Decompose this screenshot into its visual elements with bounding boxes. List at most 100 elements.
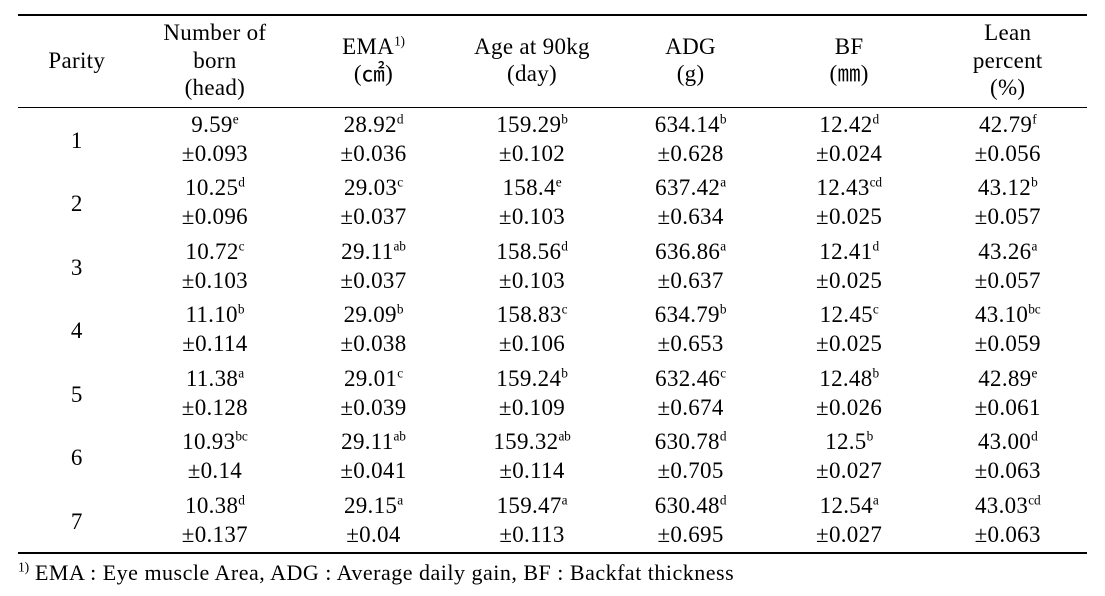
nborn-value: 9.59e bbox=[136, 107, 295, 139]
adg-value-text: 630.48 bbox=[655, 493, 720, 518]
parity-cell: 2 bbox=[18, 171, 136, 235]
col-lean: Lean percent (%) bbox=[928, 15, 1087, 107]
footnote: 1) EMA : Eye muscle Area, ADG : Average … bbox=[18, 554, 1087, 586]
col-lean-l1: Lean bbox=[984, 20, 1031, 45]
ema-value-text: 28.92 bbox=[344, 112, 397, 137]
bf-value-text: 12.43 bbox=[816, 175, 869, 200]
col-nborn-l3: (head) bbox=[185, 75, 246, 100]
adg-sup: a bbox=[720, 175, 726, 190]
ema-value: 28.92d bbox=[294, 107, 453, 139]
ema-sup: b bbox=[397, 302, 403, 317]
nborn-value-text: 10.38 bbox=[185, 493, 238, 518]
bf-error: ±0.027 bbox=[770, 521, 929, 554]
lean-sup: d bbox=[1031, 429, 1037, 444]
adg-error: ±0.653 bbox=[611, 330, 770, 362]
bf-error: ±0.025 bbox=[770, 267, 929, 299]
nborn-error: ±0.114 bbox=[136, 330, 295, 362]
parity-table: Parity Number of born (head) EMA1) (㎠) A… bbox=[18, 14, 1087, 554]
nborn-value-text: 11.10 bbox=[185, 302, 237, 327]
adg-value: 636.86a bbox=[611, 235, 770, 267]
table-row: ±0.114±0.038±0.106±0.653±0.025±0.059 bbox=[18, 330, 1087, 362]
ema-error: ±0.04 bbox=[294, 521, 453, 554]
bf-value-text: 12.5 bbox=[825, 429, 866, 454]
table-row: ±0.103±0.037±0.103±0.637±0.025±0.057 bbox=[18, 267, 1087, 299]
bf-value-text: 12.41 bbox=[819, 239, 872, 264]
lean-value: 43.26a bbox=[928, 235, 1087, 267]
ema-sup: d bbox=[397, 111, 403, 126]
bf-value: 12.5b bbox=[770, 425, 929, 457]
nborn-sup: bc bbox=[235, 429, 247, 444]
bf-value: 12.43cd bbox=[770, 171, 929, 203]
nborn-sup: d bbox=[238, 175, 244, 190]
bf-value: 12.54a bbox=[770, 489, 929, 521]
ema-value: 29.03c bbox=[294, 171, 453, 203]
age-sup: ab bbox=[558, 429, 570, 444]
ema-value: 29.01c bbox=[294, 362, 453, 394]
bf-sup: c bbox=[873, 302, 879, 317]
nborn-sup: d bbox=[238, 492, 244, 507]
age-sup: c bbox=[562, 302, 568, 317]
lean-sup: a bbox=[1031, 238, 1037, 253]
adg-value: 634.79b bbox=[611, 298, 770, 330]
nborn-value: 10.72c bbox=[136, 235, 295, 267]
lean-value: 43.03cd bbox=[928, 489, 1087, 521]
table-row: 411.10b29.09b158.83c634.79b12.45c43.10bc bbox=[18, 298, 1087, 330]
col-nborn-l1: Number of bbox=[163, 20, 266, 45]
lean-error: ±0.059 bbox=[928, 330, 1087, 362]
lean-value-text: 43.12 bbox=[978, 175, 1031, 200]
ema-error: ±0.036 bbox=[294, 140, 453, 172]
nborn-sup: e bbox=[233, 111, 239, 126]
adg-value: 630.48d bbox=[611, 489, 770, 521]
nborn-value: 11.10b bbox=[136, 298, 295, 330]
ema-error: ±0.037 bbox=[294, 267, 453, 299]
adg-error: ±0.674 bbox=[611, 394, 770, 426]
ema-value: 29.11ab bbox=[294, 235, 453, 267]
lean-value-text: 43.26 bbox=[978, 239, 1031, 264]
col-nborn-l2: born bbox=[193, 48, 236, 73]
bf-sup: b bbox=[873, 365, 879, 380]
table-row: 210.25d29.03c158.4e637.42a12.43cd43.12b bbox=[18, 171, 1087, 203]
nborn-value: 11.38a bbox=[136, 362, 295, 394]
age-value-text: 158.83 bbox=[497, 302, 562, 327]
age-value: 158.56d bbox=[453, 235, 612, 267]
age-error: ±0.102 bbox=[453, 140, 612, 172]
age-value-text: 158.4 bbox=[503, 175, 556, 200]
age-error: ±0.106 bbox=[453, 330, 612, 362]
lean-error: ±0.063 bbox=[928, 457, 1087, 489]
age-value-text: 159.47 bbox=[497, 493, 562, 518]
adg-sup: b bbox=[720, 111, 726, 126]
age-value-text: 159.29 bbox=[496, 112, 561, 137]
lean-error: ±0.057 bbox=[928, 267, 1087, 299]
age-error: ±0.109 bbox=[453, 394, 612, 426]
age-value: 159.32ab bbox=[453, 425, 612, 457]
lean-value: 43.12b bbox=[928, 171, 1087, 203]
col-adg: ADG (g) bbox=[611, 15, 770, 107]
col-bf-l2: (㎜) bbox=[830, 61, 869, 86]
parity-cell: 3 bbox=[18, 235, 136, 299]
age-value-text: 159.32 bbox=[493, 429, 558, 454]
nborn-sup: b bbox=[238, 302, 244, 317]
age-value: 159.29b bbox=[453, 107, 612, 139]
bf-value: 12.45c bbox=[770, 298, 929, 330]
table-row: 19.59e28.92d159.29b634.14b12.42d42.79f bbox=[18, 107, 1087, 139]
bf-value: 12.48b bbox=[770, 362, 929, 394]
age-value: 159.24b bbox=[453, 362, 612, 394]
lean-error: ±0.056 bbox=[928, 140, 1087, 172]
ema-value: 29.15a bbox=[294, 489, 453, 521]
ema-error: ±0.039 bbox=[294, 394, 453, 426]
bf-sup: cd bbox=[870, 175, 882, 190]
bf-error: ±0.026 bbox=[770, 394, 929, 426]
ema-value: 29.09b bbox=[294, 298, 453, 330]
parity-cell: 1 bbox=[18, 107, 136, 171]
ema-value-text: 29.03 bbox=[344, 175, 397, 200]
age-value-text: 158.56 bbox=[496, 239, 561, 264]
nborn-value-text: 10.25 bbox=[185, 175, 238, 200]
bf-error: ±0.024 bbox=[770, 140, 929, 172]
bf-error: ±0.025 bbox=[770, 330, 929, 362]
ema-sup: ab bbox=[394, 238, 406, 253]
lean-error: ±0.061 bbox=[928, 394, 1087, 426]
bf-sup: b bbox=[867, 429, 873, 444]
ema-value: 29.11ab bbox=[294, 425, 453, 457]
ema-sup: c bbox=[397, 365, 403, 380]
adg-error: ±0.705 bbox=[611, 457, 770, 489]
